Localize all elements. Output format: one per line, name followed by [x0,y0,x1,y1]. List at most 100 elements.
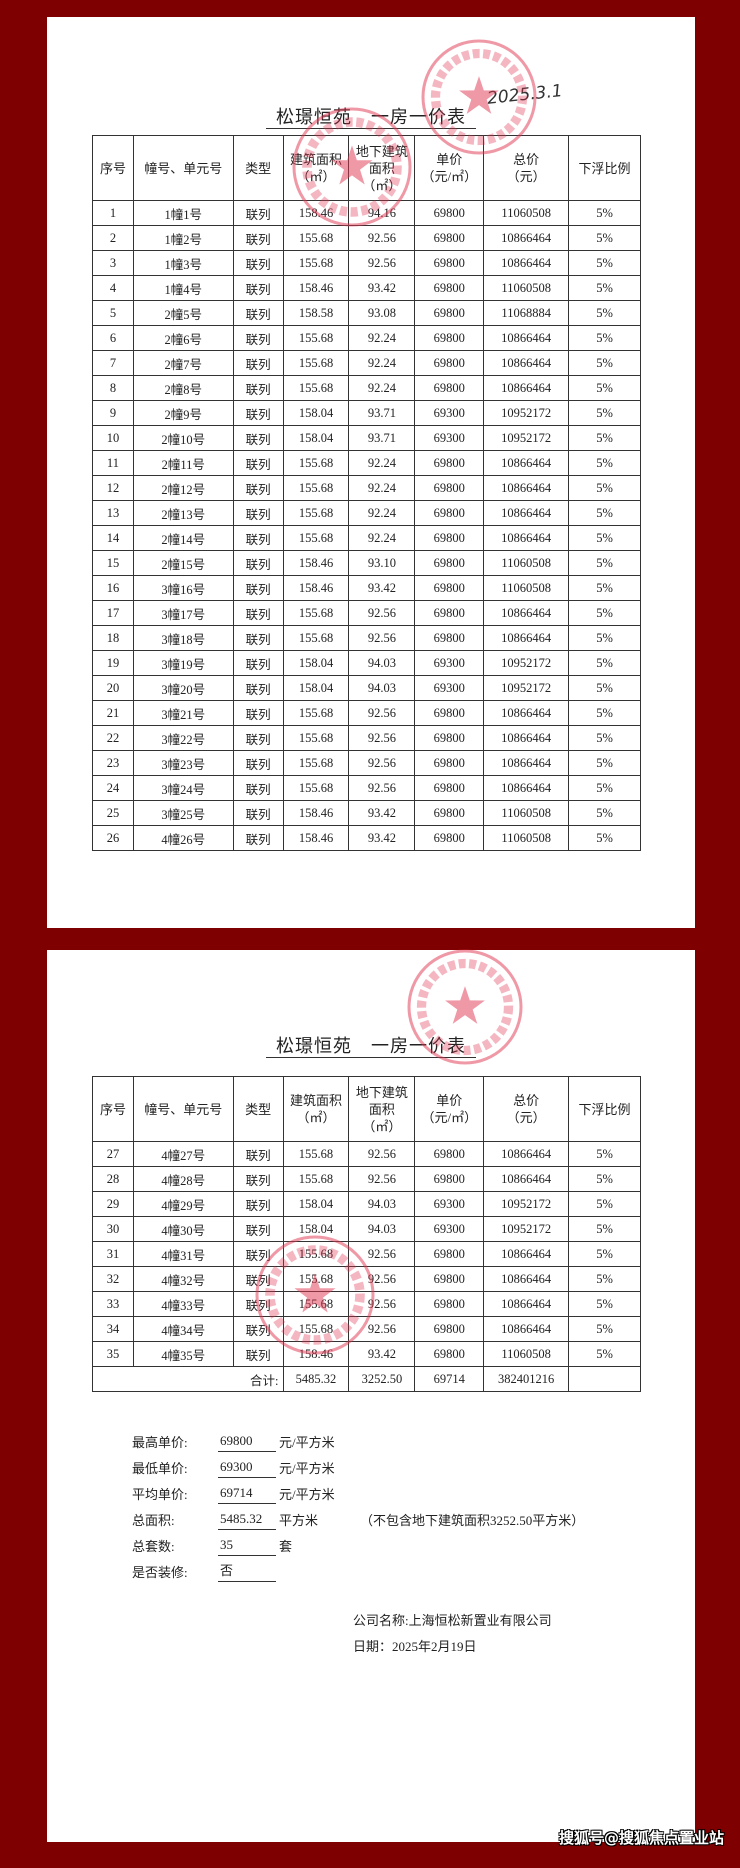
column-header: 地下建筑 面积 （㎡） [348,1076,416,1142]
table-cell: 联列 [232,200,284,226]
table-cell: 26 [92,825,134,851]
table-cell: 联列 [232,725,284,751]
summary-row: 是否装修: 否 [132,1558,584,1584]
table-cell: 69300 [414,1191,485,1217]
table-cell: 2幢11号 [132,450,234,476]
company-name: 公司名称:上海恒松新置业有限公司 [353,1613,552,1628]
table-cell: 14 [92,525,134,551]
table-cell: 92.56 [348,1266,416,1292]
table-cell: 69800 [414,250,485,276]
table-cell: 4幢34号 [132,1316,234,1342]
table-cell: 93.10 [348,550,416,576]
total-cell: 69714 [414,1366,485,1392]
table-cell: 5% [568,1316,641,1342]
table-cell: 158.04 [282,400,350,426]
table-cell: 10866464 [483,1166,570,1192]
table-cell: 10866464 [483,600,570,626]
table-cell: 10952172 [483,675,570,701]
table-cell: 10866464 [483,525,570,551]
table-cell: 92.24 [348,450,416,476]
table-cell: 158.46 [282,200,350,226]
table-cell: 5% [568,700,641,726]
table-cell: 19 [92,650,134,676]
table-cell: 联列 [232,1341,284,1367]
table-cell: 35 [92,1341,134,1367]
summary-label: 是否装修: [132,1564,188,1580]
table-cell: 69800 [414,1291,485,1317]
table-row: 31 4幢31号 联列 155.68 92.56 69800 10866464 5% [92,1241,641,1267]
table-cell: 158.46 [282,1341,350,1367]
table-cell: 94.03 [348,1216,416,1242]
summary-row: 平均单价: 69714 元/平方米 [132,1480,584,1506]
table-cell: 155.68 [282,1141,350,1167]
table-cell: 158.04 [282,1216,350,1242]
table-cell: 21 [92,700,134,726]
table-row: 4 1幢4号 联列 158.46 93.42 69800 11060508 5% [92,275,641,301]
table-cell: 155.68 [282,725,350,751]
table-cell: 联列 [232,350,284,376]
column-header: 类型 [232,1076,284,1142]
table-cell: 155.68 [282,1241,350,1267]
table-cell: 2幢8号 [132,375,234,401]
summary-unit: 套 [279,1538,293,1554]
table-cell: 93.42 [348,275,416,301]
summary-label: 平均单价: [132,1486,188,1502]
table-cell: 2幢13号 [132,500,234,526]
table-cell: 5% [568,275,641,301]
table-cell: 93.42 [348,825,416,851]
table-cell: 联列 [232,1191,284,1217]
column-header: 总价 （元） [483,1076,570,1142]
table-cell: 158.46 [282,800,350,826]
table-cell: 5% [568,400,641,426]
table-row: 6 2幢6号 联列 155.68 92.24 69800 10866464 5% [92,325,641,351]
table-cell: 158.58 [282,300,350,326]
table-cell: 5% [568,1166,641,1192]
summary-value: 35 [218,1534,276,1556]
table-cell: 10952172 [483,1216,570,1242]
table-cell: 联列 [232,675,284,701]
table-cell: 69800 [414,1266,485,1292]
price-list-page-1: 松璟恒苑 一房一价表 序号 幢号、单元号 类型 建筑面积 （㎡） 地下建筑 面积 （㎡） 单价（… [47,17,695,928]
table-cell: 69800 [414,225,485,251]
table-cell: 4幢27号 [132,1141,234,1167]
table-row: 29 4幢29号 联列 158.04 94.03 69300 10952172 5% [92,1191,641,1217]
table-cell: 3幢24号 [132,775,234,801]
column-header: 建筑面积 （㎡） [282,1076,350,1142]
table-cell: 5% [568,325,641,351]
table-row: 27 4幢27号 联列 155.68 92.56 69800 10866464 5% [92,1141,641,1167]
table-row: 35 4幢35号 联列 158.46 93.42 69800 11060508 5% [92,1341,641,1367]
table-cell: 69800 [414,200,485,226]
table-cell: 7 [92,350,134,376]
column-header: 类型 [232,135,284,201]
table-cell: 92.56 [348,1241,416,1267]
table-row: 23 3幢23号 联列 155.68 92.56 69800 10866464 5% [92,750,641,776]
table-cell: 8 [92,375,134,401]
table-cell: 2幢12号 [132,475,234,501]
table-cell: 1幢3号 [132,250,234,276]
table-cell: 联列 [232,1291,284,1317]
table-cell: 69800 [414,275,485,301]
table-cell: 10952172 [483,400,570,426]
summary-unit: 元/平方米 [279,1460,335,1476]
table-cell: 5% [568,425,641,451]
table-cell: 10866464 [483,1141,570,1167]
table-cell: 92.24 [348,525,416,551]
table-cell: 15 [92,550,134,576]
table-cell: 联列 [232,825,284,851]
table-cell: 93.71 [348,400,416,426]
table-cell: 69800 [414,450,485,476]
table-cell: 18 [92,625,134,651]
table-cell: 27 [92,1141,134,1167]
table-cell: 2 [92,225,134,251]
table-cell: 联列 [232,275,284,301]
table-cell: 17 [92,600,134,626]
table-cell: 联列 [232,325,284,351]
table-cell: 5% [568,1341,641,1367]
table-cell: 92.24 [348,500,416,526]
table-cell: 11060508 [483,1341,570,1367]
table-cell: 联列 [232,775,284,801]
summary-label: 总面积: [132,1512,175,1528]
table-cell: 11060508 [483,550,570,576]
table-cell: 11060508 [483,275,570,301]
table-cell: 10952172 [483,425,570,451]
